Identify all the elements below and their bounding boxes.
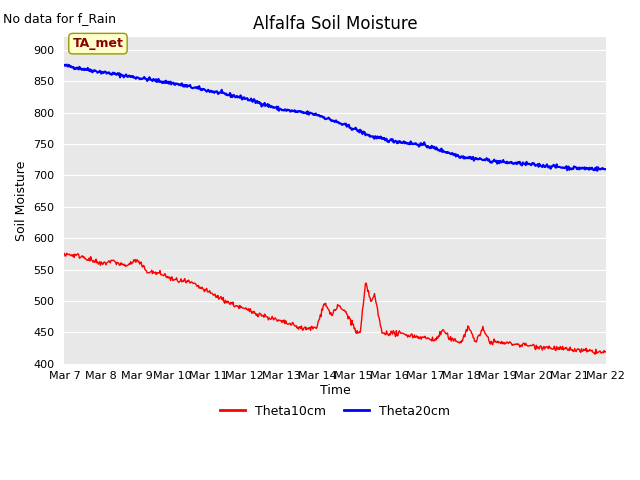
Theta10cm: [61, 251, 68, 256]
Theta20cm: [61, 62, 68, 68]
Theta20cm: [63, 61, 70, 67]
Text: No data for f_Rain: No data for f_Rain: [3, 12, 116, 25]
Theta10cm: [602, 349, 609, 355]
Theta10cm: [63, 251, 70, 256]
Theta10cm: [71, 251, 79, 257]
Theta20cm: [593, 168, 601, 174]
Line: Theta10cm: Theta10cm: [65, 253, 605, 354]
Theta20cm: [417, 140, 425, 146]
Line: Theta20cm: Theta20cm: [65, 64, 605, 171]
Theta20cm: [182, 82, 189, 88]
Theta10cm: [417, 336, 425, 342]
Theta10cm: [182, 280, 189, 286]
Title: Alfalfa Soil Moisture: Alfalfa Soil Moisture: [253, 15, 417, 33]
Theta10cm: [127, 259, 134, 264]
Theta20cm: [71, 66, 79, 72]
Text: TA_met: TA_met: [72, 37, 124, 50]
Theta20cm: [401, 139, 409, 145]
Theta10cm: [401, 332, 409, 337]
Theta20cm: [211, 90, 218, 96]
Theta10cm: [211, 292, 218, 298]
Legend: Theta10cm, Theta20cm: Theta10cm, Theta20cm: [214, 400, 455, 423]
Theta20cm: [127, 74, 134, 80]
X-axis label: Time: Time: [319, 384, 350, 397]
Y-axis label: Soil Moisture: Soil Moisture: [15, 160, 28, 240]
Theta20cm: [602, 167, 609, 172]
Theta10cm: [591, 351, 599, 357]
